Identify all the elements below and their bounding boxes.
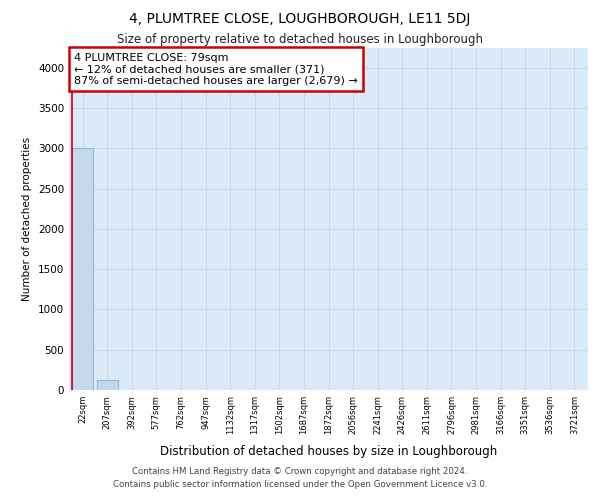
Y-axis label: Number of detached properties: Number of detached properties	[22, 136, 32, 301]
Bar	[97, 380, 118, 390]
Text: 4, PLUMTREE CLOSE, LOUGHBOROUGH, LE11 5DJ: 4, PLUMTREE CLOSE, LOUGHBOROUGH, LE11 5D…	[130, 12, 470, 26]
X-axis label: Distribution of detached houses by size in Loughborough: Distribution of detached houses by size …	[160, 445, 497, 458]
Bar	[72, 148, 93, 390]
Text: Size of property relative to detached houses in Loughborough: Size of property relative to detached ho…	[117, 32, 483, 46]
Text: Contains HM Land Registry data © Crown copyright and database right 2024.
Contai: Contains HM Land Registry data © Crown c…	[113, 468, 487, 489]
Text: 4 PLUMTREE CLOSE: 79sqm
← 12% of detached houses are smaller (371)
87% of semi-d: 4 PLUMTREE CLOSE: 79sqm ← 12% of detache…	[74, 52, 358, 86]
